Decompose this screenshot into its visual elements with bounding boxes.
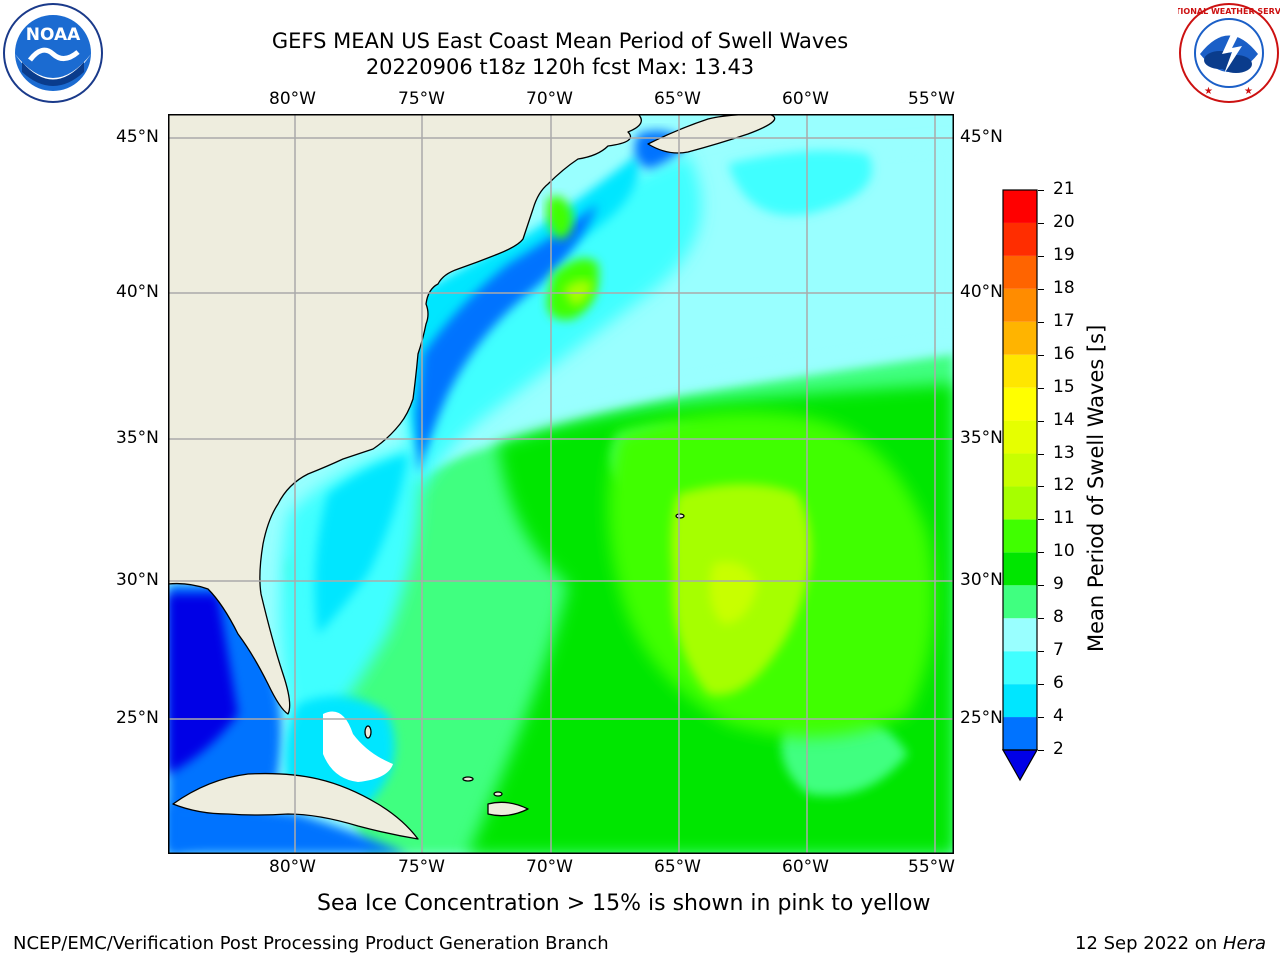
- colorbar-segment: [1003, 255, 1037, 289]
- colorbar-segment: [1003, 585, 1037, 619]
- svg-text:★: ★: [1204, 86, 1213, 97]
- colorbar-tick-mark: [1038, 618, 1044, 620]
- lon-label-bottom-80w: 80°W: [269, 857, 316, 877]
- colorbar-tick-label: 21: [1053, 179, 1075, 199]
- colorbar-tick-label: 16: [1053, 343, 1075, 364]
- footer-left: NCEP/EMC/Verification Post Processing Pr…: [13, 933, 609, 954]
- colorbar-frame: [1002, 189, 1038, 751]
- colorbar-segment: [1003, 486, 1037, 520]
- lon-label-top-55w: 55°W: [908, 89, 955, 109]
- colorbar-extend-triangle: [1001, 749, 1039, 782]
- noaa-logo: NOAA: [2, 2, 104, 104]
- colorbar-tick-mark: [1038, 486, 1044, 488]
- lat-label-right-45n: 45°N: [960, 127, 1003, 147]
- lon-label-bottom-70w: 70°W: [526, 857, 573, 877]
- sea-ice-note: Sea Ice Concentration > 15% is shown in …: [317, 891, 931, 916]
- colorbar-tick-mark: [1038, 387, 1044, 389]
- colorbar-tick-label: 8: [1053, 607, 1064, 628]
- colorbar-svg: [1001, 189, 1039, 782]
- map-svg: [168, 114, 954, 854]
- lon-label-bottom-55w: 55°W: [908, 857, 955, 877]
- nws-logo-text: NATIONAL WEATHER SERVICE: [1178, 7, 1280, 16]
- colorbar-tick-label: 6: [1053, 673, 1064, 694]
- colorbar-tick-mark: [1038, 651, 1044, 653]
- colorbar-tick-label: 2: [1053, 739, 1064, 759]
- colorbar-segment: [1003, 190, 1037, 223]
- colorbar-tick-mark: [1038, 420, 1044, 422]
- lon-label-top-75w: 75°W: [398, 89, 445, 109]
- lon-label-bottom-75w: 75°W: [398, 857, 445, 877]
- lat-label-left-25n: 25°N: [116, 708, 159, 728]
- colorbar-tick-label: 11: [1053, 508, 1075, 529]
- colorbar: [1001, 188, 1039, 788]
- map-panel: [168, 114, 954, 854]
- map-frame: [168, 114, 954, 854]
- colorbar-segment: [1003, 222, 1037, 256]
- lon-label-bottom-60w: 60°W: [782, 857, 829, 877]
- colorbar-segment: [1003, 420, 1037, 454]
- colorbar-tick-mark: [1038, 354, 1044, 356]
- colorbar-segment: [1003, 717, 1037, 750]
- colorbar-tick-label: 10: [1053, 541, 1075, 562]
- noaa-logo-text: NOAA: [26, 25, 81, 45]
- colorbar-tick-label: 15: [1053, 376, 1075, 397]
- nws-logo: NATIONAL WEATHER SERVICE ★ ★: [1163, 2, 1280, 104]
- colorbar-segment: [1003, 354, 1037, 388]
- colorbar-segment: [1003, 519, 1037, 553]
- lon-label-top-65w: 65°W: [654, 89, 701, 109]
- colorbar-tick-label: 19: [1053, 244, 1075, 265]
- svg-text:★: ★: [1244, 86, 1253, 97]
- colorbar-tick-label: 17: [1053, 310, 1075, 331]
- lon-label-bottom-65w: 65°W: [654, 857, 701, 877]
- colorbar-tick-label: 12: [1053, 475, 1075, 496]
- lon-label-top-60w: 60°W: [782, 89, 829, 109]
- footer-right: 12 Sep 2022 on Hera: [1075, 933, 1266, 954]
- colorbar-tick-mark: [1038, 255, 1044, 257]
- colorbar-segment: [1003, 651, 1037, 685]
- colorbar-tick-mark: [1038, 519, 1044, 521]
- colorbar-segment: [1003, 684, 1037, 718]
- colorbar-tick-mark: [1038, 453, 1044, 455]
- lat-label-right-35n: 35°N: [960, 428, 1003, 448]
- colorbar-tick-label: 20: [1053, 211, 1075, 232]
- lat-label-left-35n: 35°N: [116, 428, 159, 448]
- colorbar-tick-mark: [1038, 552, 1044, 554]
- lat-label-right-40n: 40°N: [960, 282, 1003, 302]
- colorbar-tick-mark: [1038, 321, 1044, 323]
- lon-label-top-70w: 70°W: [526, 89, 573, 109]
- lat-label-left-40n: 40°N: [116, 282, 159, 302]
- lon-label-top-80w: 80°W: [269, 89, 316, 109]
- colorbar-tick-mark: [1038, 717, 1044, 719]
- colorbar-tick-label: 18: [1053, 277, 1075, 298]
- colorbar-segment: [1003, 618, 1037, 652]
- colorbar-tick-mark: [1038, 190, 1044, 191]
- colorbar-segment: [1003, 453, 1037, 487]
- colorbar-segment: [1003, 321, 1037, 355]
- footer-host: Hera: [1222, 933, 1266, 954]
- bahamas-bank: [323, 711, 393, 782]
- colorbar-tick-mark: [1038, 585, 1044, 587]
- lat-label-left-30n: 30°N: [116, 570, 159, 590]
- chart-title: GEFS MEAN US East Coast Mean Period of S…: [160, 28, 960, 80]
- colorbar-tick-label: 13: [1053, 442, 1075, 463]
- lat-label-right-30n: 30°N: [960, 570, 1003, 590]
- colorbar-tick-label: 14: [1053, 409, 1075, 430]
- colorbar-tick-label: 7: [1053, 640, 1064, 661]
- colorbar-segment: [1003, 288, 1037, 322]
- title-line-1: GEFS MEAN US East Coast Mean Period of S…: [271, 29, 849, 53]
- colorbar-segment: [1003, 387, 1037, 421]
- colorbar-tick-label: 9: [1053, 574, 1064, 595]
- colorbar-tick-mark: [1038, 288, 1044, 290]
- colorbar-tick-mark: [1038, 684, 1044, 686]
- footer-date: 12 Sep 2022 on: [1075, 933, 1223, 954]
- colorbar-title: Mean Period of Swell Waves [s]: [1084, 324, 1108, 652]
- graticule: [168, 114, 954, 854]
- colorbar-tick-mark: [1038, 222, 1044, 224]
- lat-label-left-45n: 45°N: [116, 127, 159, 147]
- colorbar-tick-mark: [1038, 750, 1044, 751]
- title-line-2: 20220906 t18z 120h fcst Max: 13.43: [365, 55, 755, 79]
- colorbar-tick-label: 4: [1053, 706, 1064, 727]
- colorbar-segment: [1003, 552, 1037, 586]
- lat-label-right-25n: 25°N: [960, 708, 1003, 728]
